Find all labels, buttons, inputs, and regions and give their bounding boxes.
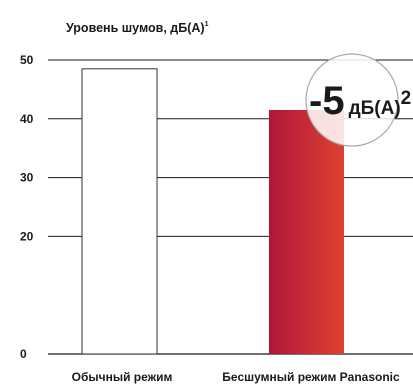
y-tick-label: 50 xyxy=(20,53,34,67)
y-tick-label: 0 xyxy=(20,347,27,361)
y-tick-label: 20 xyxy=(20,229,34,243)
badge-unit: дБ(А) xyxy=(349,98,401,119)
x-category-label: Бесшумный режим Panasonic xyxy=(222,370,400,384)
y-tick-label: 30 xyxy=(20,171,34,185)
svg-text:Уровень шумов, дБ(А)1: Уровень шумов, дБ(А)1 xyxy=(66,21,209,35)
y-axis-ticks: 0 20 30 40 50 xyxy=(20,53,34,361)
bars xyxy=(81,68,344,355)
y-axis-title-superscript: 1 xyxy=(205,21,209,28)
bar-normal-mode xyxy=(81,68,158,355)
reduction-badge: -5 дБ(А)2 xyxy=(305,53,411,147)
badge-value: -5 xyxy=(309,79,345,123)
y-tick-label: 40 xyxy=(20,112,34,126)
svg-text:-5дБ(А)2: -5 дБ(А)2 xyxy=(309,79,411,123)
y-axis-title-text: Уровень шумов, дБ(А) xyxy=(66,21,205,35)
y-axis-title: Уровень шумов, дБ(А)1 xyxy=(66,21,209,35)
x-category-label: Обычный режим xyxy=(72,370,173,384)
x-axis-labels: Обычный режим Бесшумный режим Panasonic xyxy=(72,370,400,384)
bar-silent-mode xyxy=(269,109,344,354)
badge-superscript: 2 xyxy=(401,88,412,109)
badge-circle xyxy=(305,53,399,147)
